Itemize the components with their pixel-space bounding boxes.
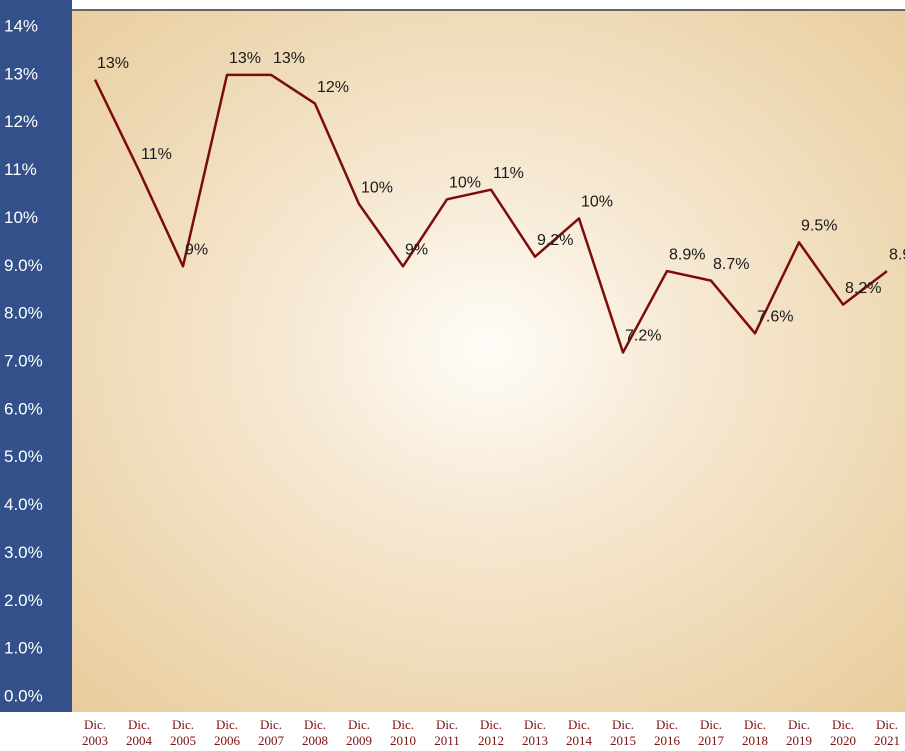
y-tick-label: 13% xyxy=(4,64,38,83)
plot-area xyxy=(72,10,905,712)
data-label: 13% xyxy=(97,55,129,72)
data-label: 9% xyxy=(185,242,208,259)
y-tick-label: 12% xyxy=(4,112,38,131)
x-tick-label: Dic. 2018 xyxy=(742,717,768,748)
x-tick-label: Dic. 2006 xyxy=(214,717,241,748)
data-label: 11% xyxy=(493,165,524,182)
x-tick-label: Dic. 2013 xyxy=(522,717,548,748)
x-tick-label: Dic. 2020 xyxy=(830,717,856,748)
x-tick-label: Dic. 2010 xyxy=(390,717,416,748)
data-label: 7.2% xyxy=(625,328,661,345)
line xyxy=(93,73,888,354)
y-axis-panel xyxy=(0,0,72,712)
x-tick-label: Dic. 2009 xyxy=(346,717,372,748)
x-tick-label: Dic. 2021 xyxy=(874,717,900,748)
x-tick-label: Dic. 2016 xyxy=(654,717,681,748)
data-label: 8.9% xyxy=(889,246,905,263)
data-label: 8.9% xyxy=(669,246,705,263)
x-tick-label: Dic. 2004 xyxy=(126,717,153,748)
data-label: 10% xyxy=(581,194,613,211)
x-tick-label: Dic. 2019 xyxy=(786,717,812,748)
x-tick-label: Dic. 2005 xyxy=(170,717,196,748)
data-label: 8.7% xyxy=(713,256,749,273)
y-tick-label: 3.0% xyxy=(4,543,43,562)
data-label: 11% xyxy=(141,146,172,163)
y-tick-label: 5.0% xyxy=(4,447,43,466)
data-label: 10% xyxy=(361,179,393,196)
y-tick-label: 14% xyxy=(4,16,38,35)
y-tick-label: 0.0% xyxy=(4,686,43,705)
y-tick-label: 1.0% xyxy=(4,639,43,658)
data-label: 9.5% xyxy=(801,218,837,235)
data-label: 9% xyxy=(405,242,428,259)
y-tick-label: 4.0% xyxy=(4,495,43,514)
x-tick-label: Dic. 2017 xyxy=(698,717,725,748)
data-label: 10% xyxy=(449,175,481,192)
y-tick-label: 6.0% xyxy=(4,399,43,418)
y-tick-label: 7.0% xyxy=(4,351,43,370)
y-tick-label: 8.0% xyxy=(4,304,43,323)
x-tick-label: Dic. 2008 xyxy=(302,717,328,748)
x-tick-label: Dic. 2011 xyxy=(434,717,460,748)
y-tick-label: 9.0% xyxy=(4,256,43,275)
y-tick-label: 10% xyxy=(4,208,38,227)
data-label: 12% xyxy=(317,79,349,96)
data-label: 13% xyxy=(229,50,261,67)
data-label: 9.2% xyxy=(537,232,573,249)
x-tick-label: Dic. 2015 xyxy=(610,717,636,748)
x-tick-label: Dic. 2007 xyxy=(258,717,285,748)
data-label: 13% xyxy=(273,50,305,67)
y-tick-label: 2.0% xyxy=(4,591,43,610)
data-label: 8.2% xyxy=(845,280,881,297)
x-tick-label: Dic. 2014 xyxy=(566,717,593,748)
x-tick-label: Dic. 2003 xyxy=(82,717,108,748)
x-tick-label: Dic. 2012 xyxy=(478,717,504,748)
y-tick-label: 11% xyxy=(4,160,37,179)
data-label: 7.6% xyxy=(757,309,793,326)
